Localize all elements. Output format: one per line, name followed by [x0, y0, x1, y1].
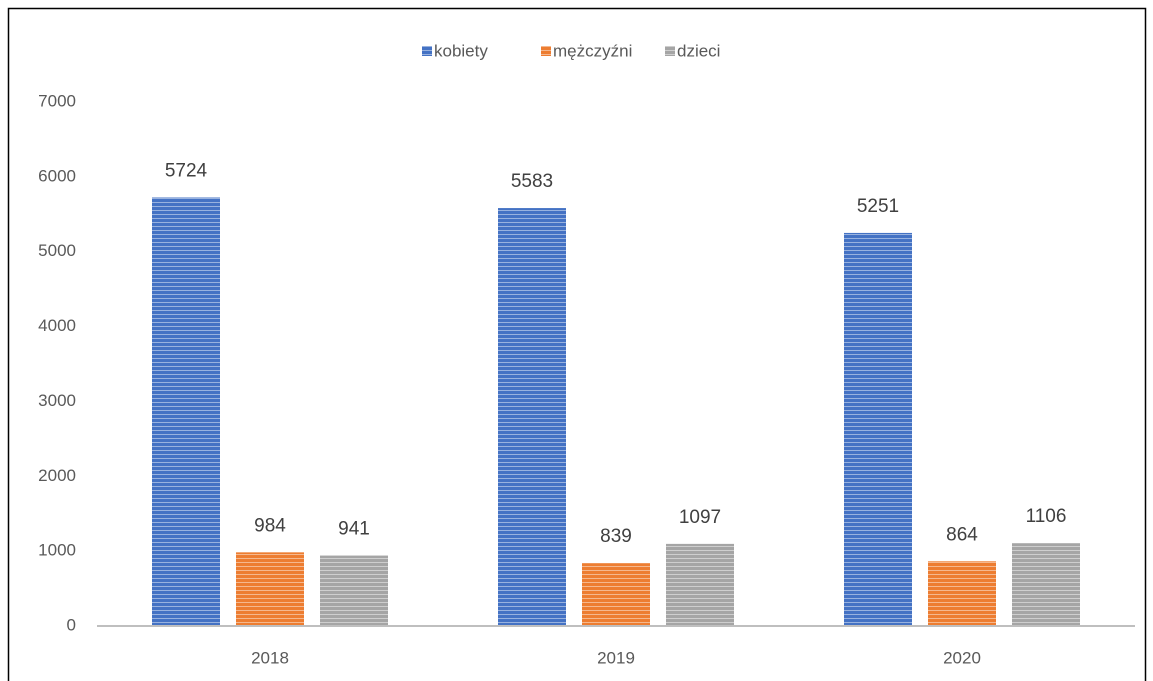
chart-border: [7, 7, 1147, 681]
x-tick-label: 2020: [943, 648, 981, 667]
y-tick-label: 1000: [38, 541, 76, 560]
bar: [928, 561, 996, 626]
y-tick-label: 3000: [38, 391, 76, 410]
y-tick-label: 7000: [38, 91, 76, 110]
x-tick-label: 2019: [597, 648, 635, 667]
bar: [1012, 543, 1080, 626]
legend-label: mężczyźni: [553, 41, 632, 60]
data-label: 1097: [679, 507, 721, 528]
bar: [666, 543, 734, 626]
bar: [582, 563, 650, 626]
bar: [498, 208, 566, 626]
legend-swatch: [422, 46, 432, 56]
y-tick-label: 5000: [38, 241, 76, 260]
data-label: 5251: [857, 196, 899, 217]
data-label: 5724: [165, 161, 208, 182]
y-tick-label: 6000: [38, 166, 76, 185]
x-tick-label: 2018: [251, 648, 289, 667]
data-label: 864: [946, 524, 978, 545]
bar: [844, 232, 912, 626]
legend-swatch: [541, 46, 551, 56]
bar: [236, 552, 304, 626]
y-tick-label: 0: [67, 615, 76, 634]
legend-swatch: [665, 46, 675, 56]
y-tick-label: 2000: [38, 466, 76, 485]
data-label: 984: [254, 515, 286, 536]
data-label: 5583: [511, 171, 553, 192]
data-label: 941: [338, 519, 370, 540]
y-tick-label: 4000: [38, 316, 76, 335]
legend-label: kobiety: [434, 41, 488, 60]
legend-label: dzieci: [677, 41, 720, 60]
data-label: 839: [600, 526, 632, 547]
data-label: 1106: [1026, 506, 1067, 527]
bar: [152, 197, 220, 627]
bar: [320, 555, 388, 626]
